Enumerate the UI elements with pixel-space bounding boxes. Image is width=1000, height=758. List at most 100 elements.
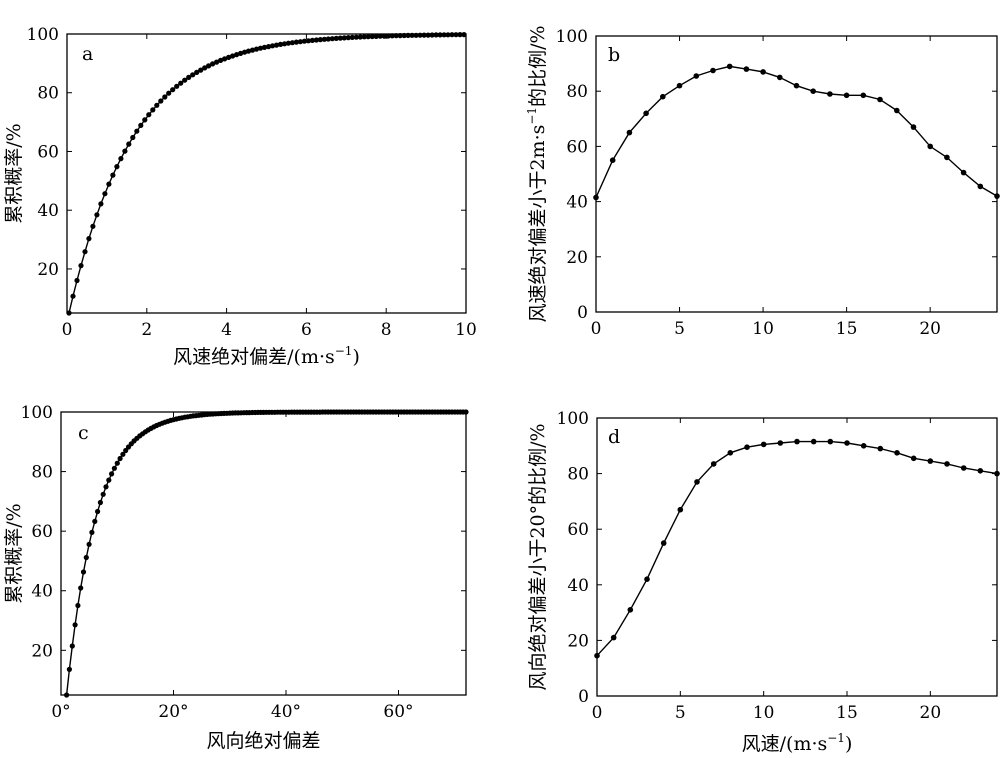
panel-a-data-point <box>222 56 228 62</box>
panel-b-data-point <box>944 154 950 161</box>
panel-a-data-point <box>114 164 120 170</box>
panel-a-data-point <box>98 201 104 207</box>
panel-d-data-point <box>960 465 967 471</box>
panel-a-data-point <box>242 49 248 55</box>
panel-a-data-point <box>154 102 160 108</box>
panel-c-data-point <box>92 518 98 525</box>
panel-d-data-point <box>610 634 617 641</box>
panel-b-ticks: 0 5 10 15 20 0 20 40 60 80 100 <box>556 27 997 339</box>
panel-c-data-point <box>117 455 123 462</box>
panel-c-data-point <box>103 484 109 490</box>
panel-b-data-point <box>693 73 700 79</box>
panel-c-x-tick-label: 60° <box>383 702 413 722</box>
panel-a-data-point <box>293 39 299 45</box>
panel-a-ticks: 0 2 4 6 8 10 20 40 60 80 100 <box>27 25 477 340</box>
panel-d-x-axis-title: 风速/(m·s−1) <box>742 731 853 755</box>
panel-b-data-point <box>793 82 800 89</box>
panel-a-data-point <box>162 94 168 100</box>
panel-a-data-point <box>174 83 180 89</box>
panel-c-data-point <box>83 554 89 561</box>
panel-a-series-line <box>68 33 464 314</box>
panel-a-data-point <box>309 37 315 44</box>
panel-c-y-tick-label: 80 <box>31 463 53 483</box>
panel-b-plot-frame <box>595 35 998 313</box>
panel-b-data-point <box>660 93 666 100</box>
panel-b-data-point <box>743 66 750 72</box>
panel-a-data-point <box>118 156 124 162</box>
panel-a-data-point <box>361 34 367 40</box>
panel-d-data-point <box>810 438 817 445</box>
panel-a-data-point <box>377 33 383 39</box>
panel-c-data-point <box>80 569 87 575</box>
panel-c-data-point <box>69 643 75 649</box>
panel-a-x-tick-label: 10 <box>455 320 477 340</box>
panel-a-data-point <box>385 33 391 39</box>
panel-c-y-tick-label: 100 <box>21 403 53 423</box>
panel-d-data-point <box>894 450 900 456</box>
panel-d-data-point <box>660 540 667 546</box>
panel-d-x-tick-label: 0 <box>592 703 603 723</box>
panel-a-data-point <box>202 65 208 71</box>
panel-a-data-point <box>186 74 192 80</box>
panel-b-data-point <box>626 129 633 136</box>
panel-a-data-point <box>134 128 140 134</box>
panel-c-x-tick-label: 20° <box>158 702 188 722</box>
panel-d-data-point <box>910 455 917 462</box>
panel-b-x-tick-label: 20 <box>919 319 941 339</box>
panel-b-data-point <box>777 74 783 81</box>
panel-c-ticks: 0° 20° 40° 60° 20 40 60 80 100 <box>21 403 466 722</box>
panel-a-data-point <box>289 40 295 46</box>
panel-d-data-point <box>760 441 767 448</box>
panel-b-x-tick-label: 15 <box>836 319 858 339</box>
panel-a-data-point <box>249 47 256 53</box>
panel-a-data-point <box>86 236 92 242</box>
panel-a-data-point <box>94 212 100 218</box>
panel-a-data-point <box>325 36 331 42</box>
panel-b-x-tick-label: 0 <box>591 319 602 339</box>
panel-a-data-point <box>138 122 144 128</box>
panel-a-x-axis-title: 风速绝对偏差/(m·s−1) <box>173 344 360 368</box>
panel-b-data-point <box>860 92 867 99</box>
panel-a-data-point <box>333 35 339 42</box>
panel-a-data-point <box>285 40 291 46</box>
panel-c-data-point <box>100 491 106 497</box>
panel-c-data-marks <box>64 409 469 698</box>
panel-b-y-tick-label: 100 <box>556 27 588 47</box>
panel-c-y-axis-title: 累积概率/% <box>3 503 25 603</box>
panel-c-data-point <box>123 447 129 454</box>
panel-d-data-point <box>844 440 850 446</box>
panel-d-data-point <box>860 443 867 449</box>
panel-a-data-marks <box>66 31 467 316</box>
panel-b-y-tick-label: 0 <box>577 303 588 323</box>
panel-c-data-point <box>75 602 81 609</box>
panel-b-x-tick-label: 10 <box>752 319 774 339</box>
panel-d-data-point <box>827 438 834 445</box>
panel-d-data-point <box>694 479 700 485</box>
panel-a-data-point <box>198 67 204 73</box>
panel-b-data-point <box>827 91 833 97</box>
panel-b-y-tick-label: 80 <box>566 82 588 102</box>
panel-a-data-point <box>166 90 172 96</box>
panel-a-data-point <box>74 277 80 284</box>
panel-d-data-point <box>627 607 634 613</box>
panel-c-x-axis-title: 风向绝对偏差 <box>206 730 320 752</box>
panel-b-data-point <box>710 67 716 74</box>
panel-a-data-point <box>341 35 347 41</box>
panel-a-data-point <box>190 72 196 78</box>
panel-d-series-line <box>596 440 998 657</box>
panel-a-data-point <box>265 44 272 50</box>
panel-b-data-point <box>977 183 984 190</box>
panel-c-data-point <box>72 622 78 628</box>
panel-d-data-point <box>927 458 934 464</box>
panel-a-y-tick-label: 100 <box>27 25 59 45</box>
panel-b-data-point <box>910 124 917 130</box>
panel-a-data-point <box>381 33 387 39</box>
panel-c-data-point <box>78 585 84 591</box>
panel-d-data-point <box>977 468 984 474</box>
panel-a-data-point <box>170 87 176 93</box>
panel-a-data-point <box>218 57 224 64</box>
panel-b-data-point <box>927 143 933 150</box>
panel-d-x-tick-label: 10 <box>753 703 775 723</box>
panel-d-data-point <box>644 576 650 582</box>
panel-a-data-point <box>321 36 327 42</box>
